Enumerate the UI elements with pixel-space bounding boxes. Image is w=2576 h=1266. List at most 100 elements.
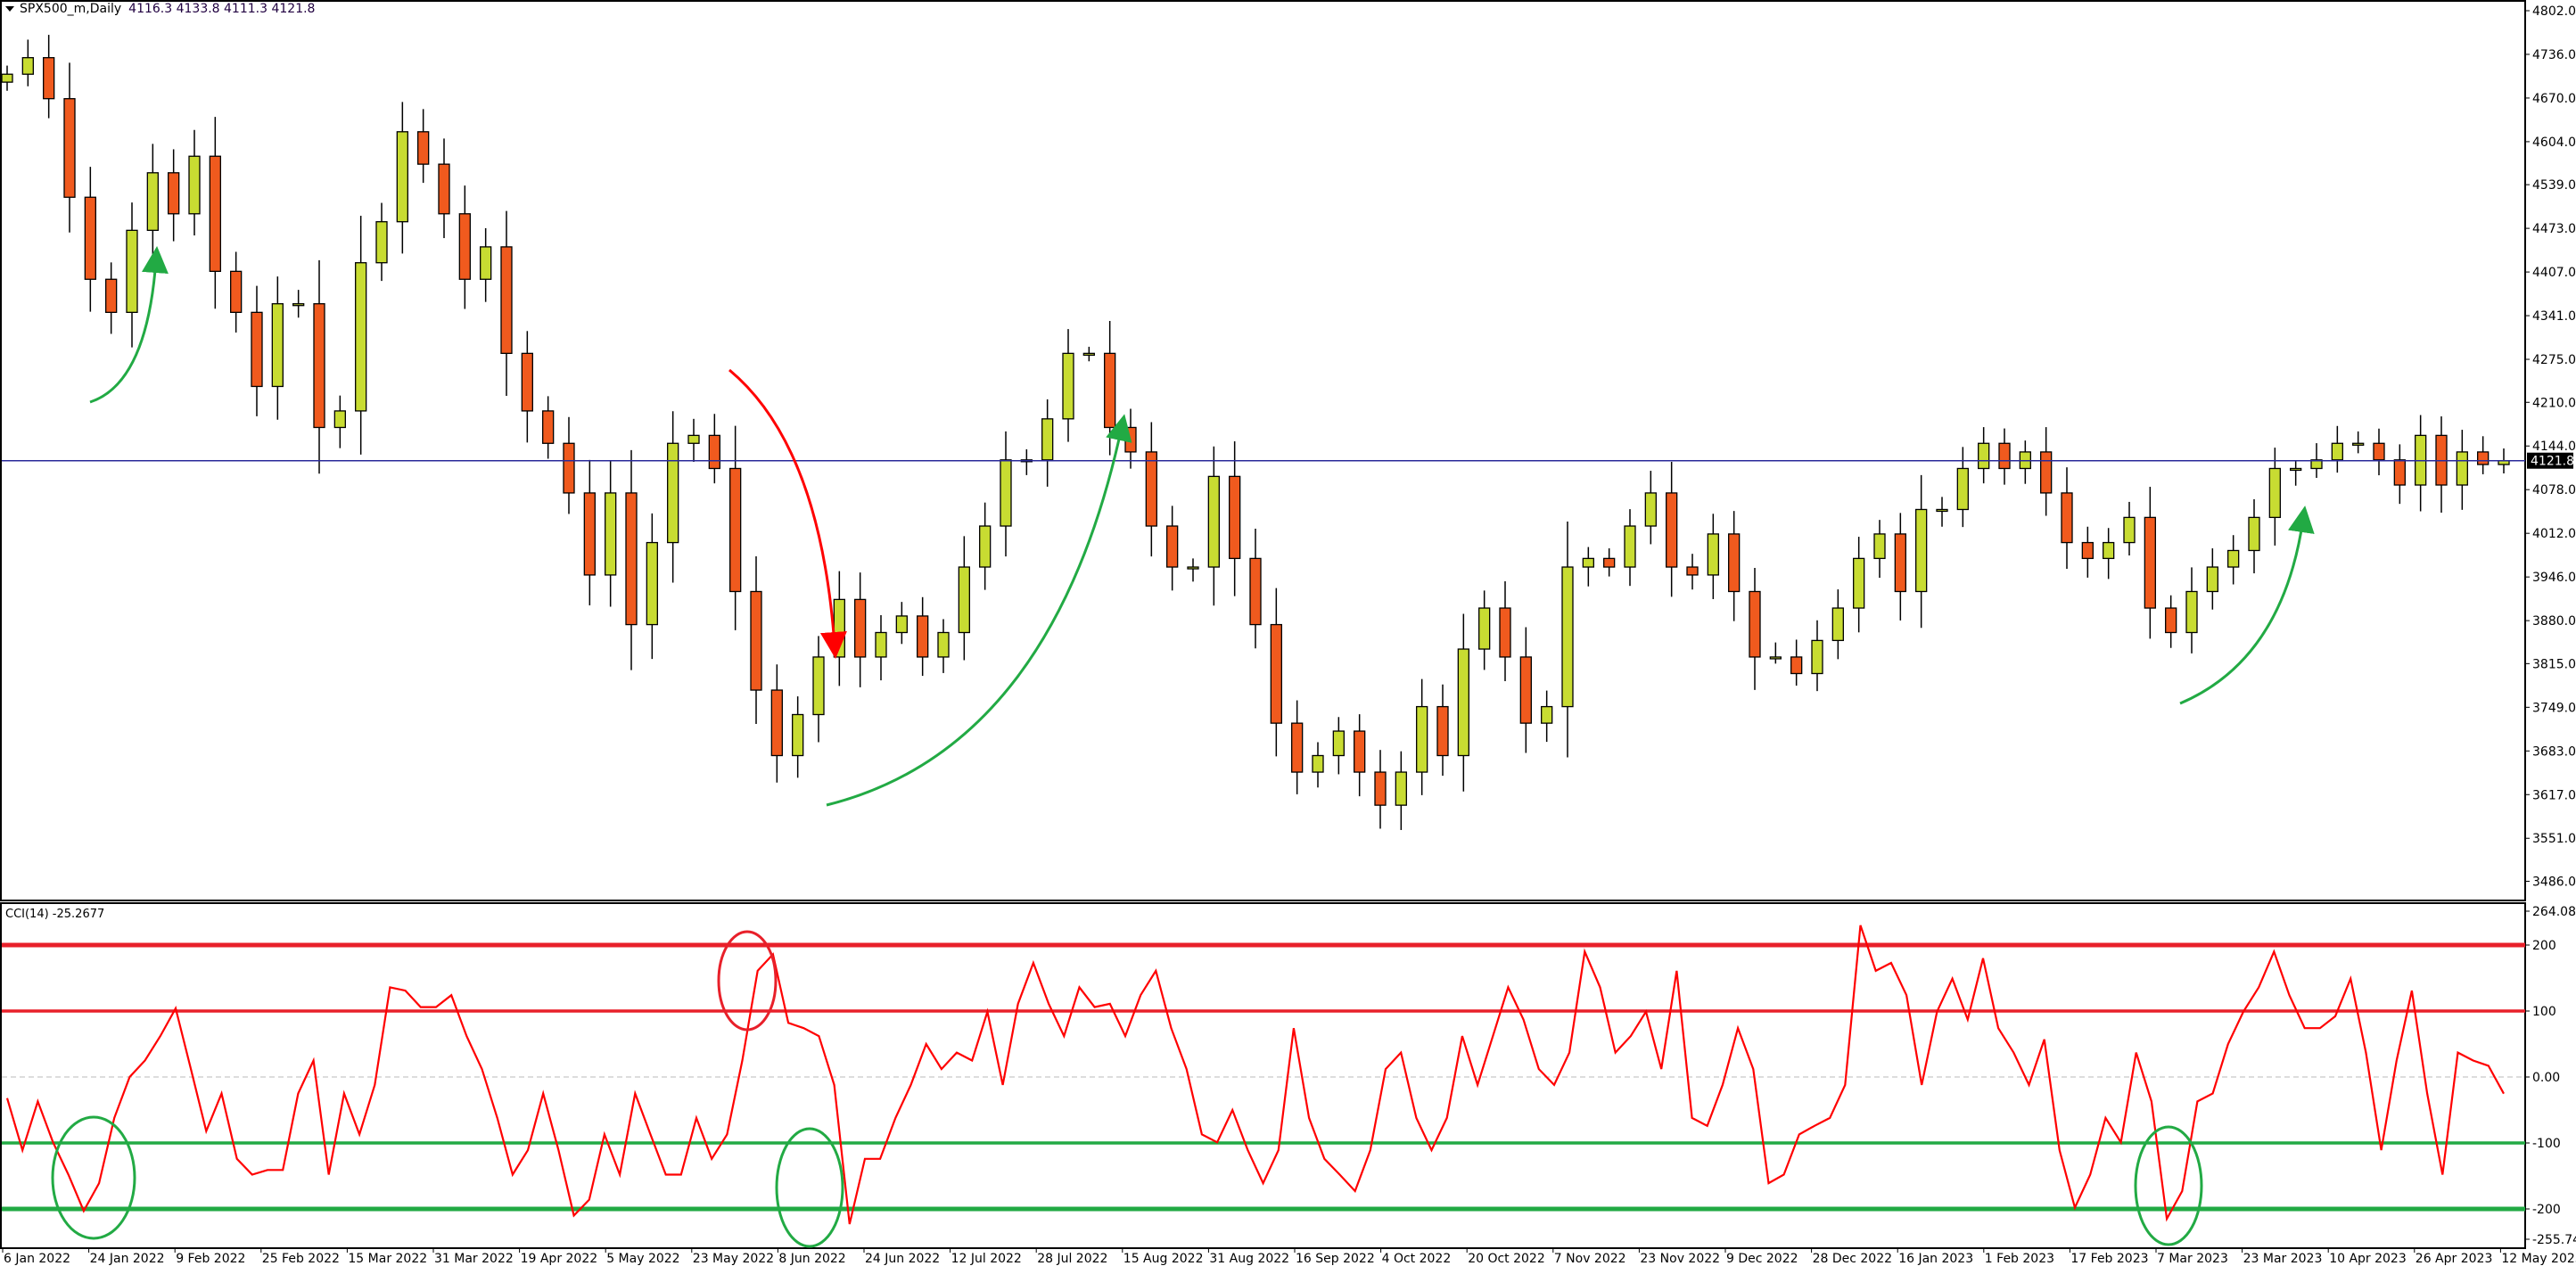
cci-pane[interactable] bbox=[0, 902, 2526, 1249]
candle bbox=[271, 276, 284, 420]
candle bbox=[625, 449, 638, 670]
candle bbox=[438, 138, 450, 239]
candle-body bbox=[1936, 508, 1948, 513]
price-tick-label: 4473.0 bbox=[2532, 222, 2576, 236]
candle-body bbox=[792, 713, 804, 757]
candle-body bbox=[2477, 451, 2490, 465]
candle-body bbox=[146, 172, 159, 231]
dropdown-triangle-icon[interactable] bbox=[5, 6, 14, 12]
candle bbox=[2185, 567, 2198, 654]
candle bbox=[854, 572, 867, 687]
candle-body bbox=[833, 598, 845, 658]
date-tick-label: 24 Jun 2022 bbox=[865, 1252, 940, 1266]
candle bbox=[1166, 506, 1179, 591]
candle-body bbox=[1082, 352, 1095, 357]
candle bbox=[1707, 514, 1719, 600]
price-tick-label: 3617.0 bbox=[2532, 788, 2576, 802]
candle-body bbox=[687, 434, 700, 444]
candle-body bbox=[1457, 648, 1469, 757]
candle bbox=[251, 285, 263, 416]
candle bbox=[2373, 428, 2385, 476]
cci-tick-label: -200 bbox=[2532, 1203, 2561, 1217]
candle bbox=[1457, 613, 1469, 792]
date-tick-label: 9 Dec 2022 bbox=[1726, 1252, 1798, 1266]
candle-body bbox=[417, 131, 430, 165]
candle bbox=[1041, 399, 1054, 487]
candle-body bbox=[1312, 754, 1324, 773]
candle-body bbox=[1769, 656, 1782, 660]
candle bbox=[1519, 627, 1532, 753]
candle-body bbox=[1790, 656, 1803, 675]
date-tick-label: 25 Feb 2022 bbox=[262, 1252, 340, 1266]
candle-body bbox=[2227, 549, 2240, 568]
date-tick-label: 28 Jul 2022 bbox=[1037, 1252, 1107, 1266]
candle-body bbox=[2331, 442, 2343, 461]
candle bbox=[105, 262, 118, 334]
candle bbox=[2144, 487, 2156, 639]
candle bbox=[355, 216, 367, 455]
candle-body bbox=[542, 410, 555, 444]
candle bbox=[146, 144, 159, 261]
cci-tick-label: 0.00 bbox=[2532, 1071, 2560, 1085]
candle-body bbox=[770, 689, 783, 757]
candle bbox=[1936, 497, 1948, 527]
cci-label: CCI(14) -25.2677 bbox=[5, 908, 105, 921]
candle bbox=[126, 202, 138, 348]
price-tick-label: 4539.0 bbox=[2532, 178, 2576, 193]
green-arrow-annotation bbox=[89, 246, 169, 404]
date-tick-label: 4 Oct 2022 bbox=[1382, 1252, 1452, 1266]
candle-body bbox=[895, 615, 908, 634]
candle bbox=[542, 396, 555, 459]
cci-levels bbox=[2, 942, 2525, 1212]
candle-body bbox=[1436, 705, 1449, 757]
candle bbox=[937, 619, 950, 673]
candle-body bbox=[1145, 451, 1157, 527]
candle-body bbox=[1374, 771, 1387, 806]
candle bbox=[1187, 558, 1199, 582]
cci-tick-label: 200 bbox=[2532, 939, 2556, 953]
candle-body bbox=[1041, 418, 1054, 461]
candle-body bbox=[2185, 590, 2198, 634]
candle-body bbox=[105, 278, 118, 314]
candle bbox=[1541, 690, 1553, 743]
candle-body bbox=[292, 303, 305, 307]
candle-body bbox=[1291, 722, 1304, 773]
candle-body bbox=[84, 196, 96, 280]
candle-body bbox=[251, 311, 263, 388]
candle-body bbox=[126, 229, 138, 314]
candle bbox=[1686, 554, 1699, 590]
candle bbox=[188, 129, 201, 236]
candle bbox=[1062, 329, 1074, 442]
candle-body bbox=[2165, 607, 2177, 634]
green-arrow-annotation bbox=[2179, 506, 2315, 705]
candle-body bbox=[1229, 475, 1241, 560]
candle bbox=[563, 416, 575, 514]
candle-body bbox=[875, 631, 887, 658]
candle-body bbox=[1332, 730, 1345, 757]
date-tick-label: 12 Jul 2022 bbox=[951, 1252, 1022, 1266]
candle bbox=[1082, 346, 1095, 362]
ohlc-values: 4116.3 4133.8 4111.3 4121.8 bbox=[128, 2, 316, 16]
candle-body bbox=[1207, 475, 1220, 568]
candle-body bbox=[21, 57, 34, 75]
candle-body bbox=[230, 270, 243, 314]
candle-body bbox=[396, 131, 408, 223]
candle-body bbox=[1354, 730, 1366, 773]
candle bbox=[1790, 639, 1803, 686]
candle bbox=[2290, 461, 2302, 486]
candle bbox=[2352, 431, 2365, 454]
price-tick-label: 3815.0 bbox=[2532, 657, 2576, 671]
candle-body bbox=[1187, 566, 1199, 570]
candle-body bbox=[438, 163, 450, 215]
candle bbox=[1978, 427, 1990, 484]
candle-body bbox=[43, 57, 55, 100]
price-pane[interactable] bbox=[0, 0, 2526, 901]
price-tick-label: 4604.0 bbox=[2532, 136, 2576, 150]
candles bbox=[1, 35, 2510, 830]
red-arrow-annotation bbox=[728, 368, 847, 659]
date-tick-label: 23 Mar 2023 bbox=[2243, 1252, 2323, 1266]
price-tick-label: 3946.0 bbox=[2532, 571, 2576, 585]
candle bbox=[583, 459, 596, 606]
candle-body bbox=[355, 262, 367, 412]
